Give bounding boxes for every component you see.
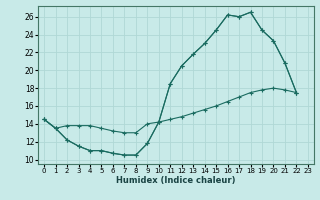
X-axis label: Humidex (Indice chaleur): Humidex (Indice chaleur) <box>116 176 236 185</box>
